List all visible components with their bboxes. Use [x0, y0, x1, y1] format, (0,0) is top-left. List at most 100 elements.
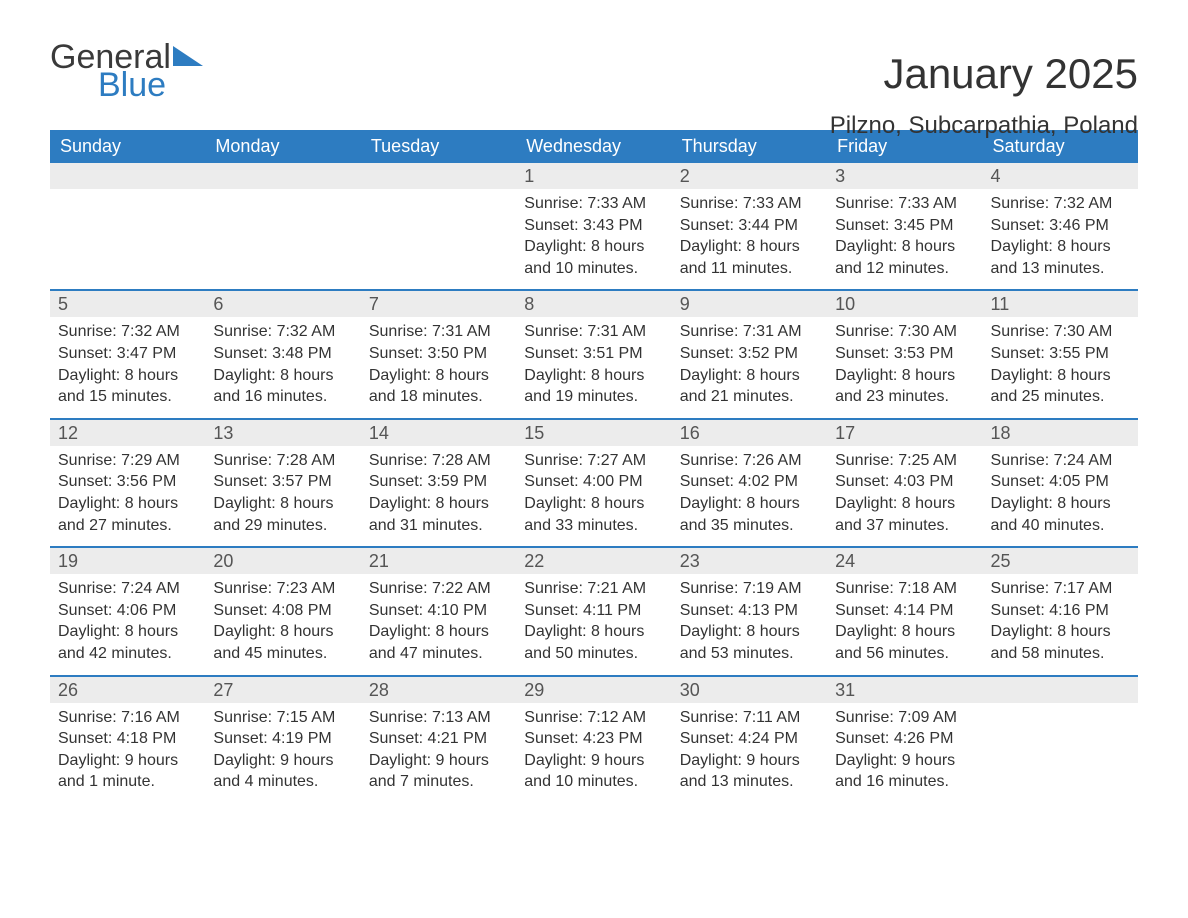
day-number: 23 — [672, 548, 827, 574]
day-daylight1: Daylight: 9 hours — [213, 750, 352, 772]
day-sunrise: Sunrise: 7:23 AM — [213, 578, 352, 600]
day-daylight1: Daylight: 8 hours — [991, 493, 1130, 515]
calendar-day: 27Sunrise: 7:15 AMSunset: 4:19 PMDayligh… — [205, 677, 360, 803]
day-daylight1: Daylight: 8 hours — [369, 621, 508, 643]
day-sunset: Sunset: 4:10 PM — [369, 600, 508, 622]
page-title: January 2025 — [830, 50, 1138, 98]
day-sunrise: Sunrise: 7:28 AM — [213, 450, 352, 472]
calendar-day: 20Sunrise: 7:23 AMSunset: 4:08 PMDayligh… — [205, 548, 360, 674]
day-body: Sunrise: 7:31 AMSunset: 3:50 PMDaylight:… — [361, 317, 516, 407]
day-number: 11 — [983, 291, 1138, 317]
day-sunset: Sunset: 3:57 PM — [213, 471, 352, 493]
day-sunset: Sunset: 4:16 PM — [991, 600, 1130, 622]
day-daylight2: and 35 minutes. — [680, 515, 819, 537]
day-daylight2: and 40 minutes. — [991, 515, 1130, 537]
day-sunset: Sunset: 4:19 PM — [213, 728, 352, 750]
day-body: Sunrise: 7:28 AMSunset: 3:59 PMDaylight:… — [361, 446, 516, 536]
day-daylight1: Daylight: 8 hours — [835, 365, 974, 387]
day-daylight2: and 42 minutes. — [58, 643, 197, 665]
calendar-day: 25Sunrise: 7:17 AMSunset: 4:16 PMDayligh… — [983, 548, 1138, 674]
day-sunset: Sunset: 4:21 PM — [369, 728, 508, 750]
calendar-day: 7Sunrise: 7:31 AMSunset: 3:50 PMDaylight… — [361, 291, 516, 417]
day-daylight2: and 19 minutes. — [524, 386, 663, 408]
day-sunrise: Sunrise: 7:12 AM — [524, 707, 663, 729]
day-sunset: Sunset: 4:23 PM — [524, 728, 663, 750]
day-sunrise: Sunrise: 7:32 AM — [213, 321, 352, 343]
day-sunrise: Sunrise: 7:32 AM — [991, 193, 1130, 215]
calendar-day: 30Sunrise: 7:11 AMSunset: 4:24 PMDayligh… — [672, 677, 827, 803]
calendar-day: 9Sunrise: 7:31 AMSunset: 3:52 PMDaylight… — [672, 291, 827, 417]
day-sunrise: Sunrise: 7:27 AM — [524, 450, 663, 472]
day-sunset: Sunset: 3:56 PM — [58, 471, 197, 493]
day-sunrise: Sunrise: 7:17 AM — [991, 578, 1130, 600]
day-number: 13 — [205, 420, 360, 446]
calendar-day: 12Sunrise: 7:29 AMSunset: 3:56 PMDayligh… — [50, 420, 205, 546]
day-daylight1: Daylight: 9 hours — [680, 750, 819, 772]
calendar-week: 12Sunrise: 7:29 AMSunset: 3:56 PMDayligh… — [50, 418, 1138, 546]
day-sunset: Sunset: 4:08 PM — [213, 600, 352, 622]
header-right: January 2025 Pilzno, Subcarpathia, Polan… — [830, 50, 1138, 140]
day-sunrise: Sunrise: 7:22 AM — [369, 578, 508, 600]
day-body: Sunrise: 7:15 AMSunset: 4:19 PMDaylight:… — [205, 703, 360, 793]
day-daylight1: Daylight: 8 hours — [58, 365, 197, 387]
day-number: 1 — [516, 163, 671, 189]
day-sunrise: Sunrise: 7:28 AM — [369, 450, 508, 472]
day-body: Sunrise: 7:33 AMSunset: 3:44 PMDaylight:… — [672, 189, 827, 279]
day-body: Sunrise: 7:32 AMSunset: 3:47 PMDaylight:… — [50, 317, 205, 407]
day-sunset: Sunset: 4:03 PM — [835, 471, 974, 493]
dayhead-sunday: Sunday — [50, 130, 205, 163]
day-daylight2: and 21 minutes. — [680, 386, 819, 408]
day-body: Sunrise: 7:31 AMSunset: 3:52 PMDaylight:… — [672, 317, 827, 407]
day-body: Sunrise: 7:26 AMSunset: 4:02 PMDaylight:… — [672, 446, 827, 536]
day-number: 15 — [516, 420, 671, 446]
calendar-week: 26Sunrise: 7:16 AMSunset: 4:18 PMDayligh… — [50, 675, 1138, 803]
day-daylight1: Daylight: 8 hours — [680, 365, 819, 387]
day-sunrise: Sunrise: 7:21 AM — [524, 578, 663, 600]
day-daylight2: and 31 minutes. — [369, 515, 508, 537]
day-sunrise: Sunrise: 7:09 AM — [835, 707, 974, 729]
day-sunset: Sunset: 4:06 PM — [58, 600, 197, 622]
day-sunset: Sunset: 3:53 PM — [835, 343, 974, 365]
day-daylight2: and 29 minutes. — [213, 515, 352, 537]
day-number: 9 — [672, 291, 827, 317]
calendar-day: 16Sunrise: 7:26 AMSunset: 4:02 PMDayligh… — [672, 420, 827, 546]
calendar-day: 22Sunrise: 7:21 AMSunset: 4:11 PMDayligh… — [516, 548, 671, 674]
day-daylight2: and 47 minutes. — [369, 643, 508, 665]
day-sunset: Sunset: 4:14 PM — [835, 600, 974, 622]
day-sunset: Sunset: 3:52 PM — [680, 343, 819, 365]
day-body: Sunrise: 7:12 AMSunset: 4:23 PMDaylight:… — [516, 703, 671, 793]
day-daylight2: and 12 minutes. — [835, 258, 974, 280]
calendar-day: 8Sunrise: 7:31 AMSunset: 3:51 PMDaylight… — [516, 291, 671, 417]
day-sunrise: Sunrise: 7:29 AM — [58, 450, 197, 472]
day-sunset: Sunset: 3:43 PM — [524, 215, 663, 237]
day-daylight1: Daylight: 8 hours — [213, 365, 352, 387]
calendar-day: 11Sunrise: 7:30 AMSunset: 3:55 PMDayligh… — [983, 291, 1138, 417]
day-daylight1: Daylight: 8 hours — [991, 236, 1130, 258]
day-daylight1: Daylight: 8 hours — [524, 493, 663, 515]
day-sunrise: Sunrise: 7:11 AM — [680, 707, 819, 729]
day-number: 17 — [827, 420, 982, 446]
day-number: 4 — [983, 163, 1138, 189]
day-daylight1: Daylight: 8 hours — [835, 493, 974, 515]
day-daylight2: and 37 minutes. — [835, 515, 974, 537]
calendar-day: 17Sunrise: 7:25 AMSunset: 4:03 PMDayligh… — [827, 420, 982, 546]
day-body: Sunrise: 7:29 AMSunset: 3:56 PMDaylight:… — [50, 446, 205, 536]
day-daylight1: Daylight: 8 hours — [524, 621, 663, 643]
day-sunset: Sunset: 4:26 PM — [835, 728, 974, 750]
day-sunset: Sunset: 4:13 PM — [680, 600, 819, 622]
day-body: Sunrise: 7:16 AMSunset: 4:18 PMDaylight:… — [50, 703, 205, 793]
day-daylight1: Daylight: 8 hours — [835, 236, 974, 258]
day-number: 26 — [50, 677, 205, 703]
day-body: Sunrise: 7:32 AMSunset: 3:46 PMDaylight:… — [983, 189, 1138, 279]
day-daylight2: and 45 minutes. — [213, 643, 352, 665]
day-daylight2: and 50 minutes. — [524, 643, 663, 665]
day-body: Sunrise: 7:32 AMSunset: 3:48 PMDaylight:… — [205, 317, 360, 407]
calendar-day: 4Sunrise: 7:32 AMSunset: 3:46 PMDaylight… — [983, 163, 1138, 289]
calendar-day — [50, 163, 205, 289]
day-body: Sunrise: 7:27 AMSunset: 4:00 PMDaylight:… — [516, 446, 671, 536]
day-daylight2: and 1 minute. — [58, 771, 197, 793]
day-body: Sunrise: 7:22 AMSunset: 4:10 PMDaylight:… — [361, 574, 516, 664]
day-sunset: Sunset: 4:24 PM — [680, 728, 819, 750]
day-sunset: Sunset: 3:47 PM — [58, 343, 197, 365]
day-sunrise: Sunrise: 7:26 AM — [680, 450, 819, 472]
